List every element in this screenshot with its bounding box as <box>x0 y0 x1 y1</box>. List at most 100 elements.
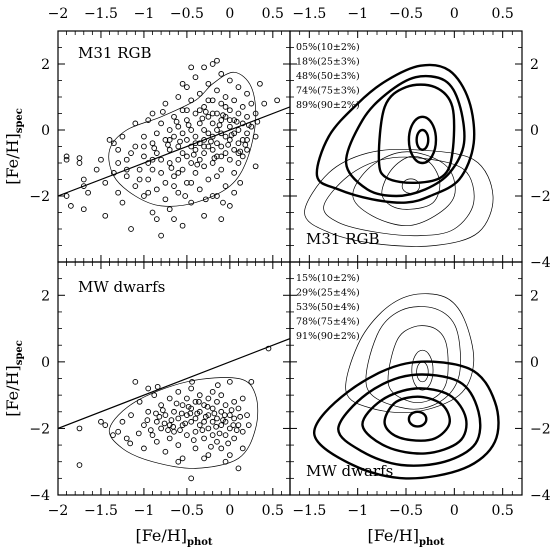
data-point <box>209 120 216 127</box>
data-point <box>102 422 109 428</box>
data-point <box>80 176 87 183</box>
data-point <box>153 418 160 425</box>
y-axis-title-main: [Fe/H] <box>3 365 22 417</box>
data-point <box>196 120 203 127</box>
data-point <box>239 445 246 452</box>
x-axis-title: [Fe/H]phot <box>135 526 212 548</box>
data-point <box>132 183 139 189</box>
data-point <box>230 422 237 428</box>
data-point <box>201 137 207 143</box>
y-tick-label-right: −4 <box>530 255 551 271</box>
data-point <box>179 150 186 156</box>
data-point <box>123 173 130 180</box>
data-point <box>128 150 134 156</box>
data-point <box>227 107 233 114</box>
data-point <box>196 392 203 398</box>
data-point <box>252 110 259 117</box>
data-point <box>115 146 121 153</box>
data-point <box>192 445 199 452</box>
data-point <box>154 383 161 390</box>
data-point <box>196 186 203 193</box>
y-axis-title-sub: spec <box>14 108 25 133</box>
data-point <box>201 212 207 219</box>
data-point <box>185 403 192 410</box>
data-point <box>209 418 216 425</box>
y-tick-label-right: 0 <box>530 123 539 139</box>
data-point <box>188 160 195 166</box>
data-point <box>231 97 237 104</box>
data-point <box>145 160 152 166</box>
data-point <box>162 100 169 107</box>
panel-label: MW dwarfs <box>78 278 165 296</box>
fraction-label: 53%(50±4%) <box>296 302 360 313</box>
data-point <box>244 146 250 153</box>
fraction-label: 15%(10±2%) <box>296 273 360 284</box>
data-point <box>166 137 173 143</box>
data-point <box>205 176 212 183</box>
data-point <box>171 133 177 140</box>
data-point <box>227 412 233 418</box>
data-point <box>209 160 216 166</box>
y-axis-title-main: [Fe/H] <box>3 133 22 185</box>
data-point <box>218 445 225 452</box>
x-tick-label-top: 0 <box>225 6 234 22</box>
data-point <box>162 196 169 203</box>
data-point <box>209 146 216 153</box>
data-point <box>208 443 214 450</box>
data-point <box>188 97 195 104</box>
data-point <box>98 418 104 425</box>
data-point <box>261 100 268 107</box>
data-point <box>218 100 225 107</box>
data-point <box>188 179 195 186</box>
data-point <box>177 427 183 433</box>
fraction-label: 91%(90±2%) <box>296 331 360 342</box>
data-point <box>214 140 220 147</box>
data-point <box>184 412 190 418</box>
contour-thin <box>304 148 494 247</box>
data-point <box>145 408 152 415</box>
data-point <box>136 166 143 173</box>
data-point <box>149 166 156 173</box>
data-point <box>235 422 242 428</box>
data-point <box>211 155 218 161</box>
plot-area <box>313 293 500 480</box>
data-point <box>216 430 223 437</box>
y-tick-label-right: −2 <box>530 421 551 437</box>
data-point <box>111 170 117 176</box>
x-tick-label-top: −2 <box>48 6 69 22</box>
data-point <box>85 189 91 196</box>
y-tick-label-right: 2 <box>530 288 539 304</box>
data-point <box>257 80 263 87</box>
data-point <box>68 203 74 209</box>
data-point <box>166 206 173 213</box>
data-point <box>141 445 147 452</box>
x-tick-label-top: −1.5 <box>292 6 326 22</box>
data-point <box>187 410 194 417</box>
panel-bottom-right: −1.5 −1 −0.5 0 0.5 −4 −2 0 2 15%(10±2%) 29%(25±4%)… <box>289 261 551 548</box>
contour-bold <box>415 128 430 151</box>
data-point <box>76 160 83 166</box>
contour-bold <box>361 387 468 455</box>
data-point <box>145 117 152 123</box>
data-point <box>63 153 70 160</box>
data-point <box>194 410 201 417</box>
data-point <box>205 97 212 104</box>
data-point <box>227 378 233 385</box>
panel-label: M31 RGB <box>78 44 152 62</box>
data-point <box>192 170 199 176</box>
data-point <box>173 118 180 125</box>
data-point <box>220 112 226 119</box>
data-point <box>214 382 221 389</box>
data-point <box>196 422 203 428</box>
data-point <box>175 388 182 395</box>
contour-thin <box>365 306 461 410</box>
data-point <box>149 209 156 216</box>
data-point <box>218 422 225 428</box>
data-point <box>76 425 83 432</box>
x-axis-title-main: [Fe/H] <box>367 526 419 545</box>
data-point <box>188 199 195 206</box>
y-tick-label-left: 2 <box>41 57 50 73</box>
data-point <box>239 137 246 143</box>
data-point <box>196 156 203 163</box>
data-point <box>222 104 229 110</box>
